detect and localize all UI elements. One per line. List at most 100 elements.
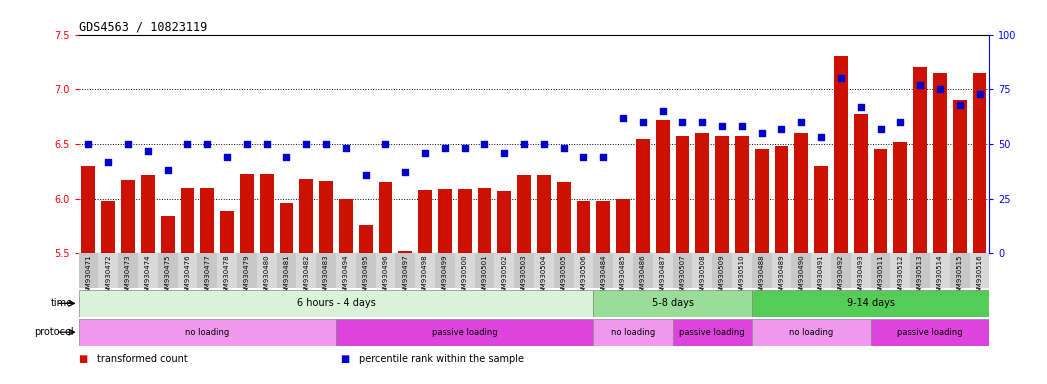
Text: passive loading: passive loading bbox=[897, 328, 963, 337]
Point bbox=[159, 167, 176, 173]
Bar bbox=[831, 253, 851, 288]
Text: GSM930475: GSM930475 bbox=[164, 255, 171, 297]
Text: no loading: no loading bbox=[185, 328, 229, 337]
Text: GSM930503: GSM930503 bbox=[521, 255, 527, 297]
Bar bbox=[102, 201, 115, 253]
Point bbox=[377, 141, 394, 147]
Bar bbox=[930, 253, 950, 288]
Point bbox=[793, 119, 809, 125]
Text: GSM930477: GSM930477 bbox=[204, 255, 210, 297]
Bar bbox=[257, 253, 276, 288]
Text: GSM930476: GSM930476 bbox=[184, 255, 191, 297]
Point bbox=[872, 126, 889, 132]
Text: GSM930513: GSM930513 bbox=[917, 255, 923, 297]
Point bbox=[516, 141, 533, 147]
Bar bbox=[890, 253, 910, 288]
Point bbox=[239, 141, 255, 147]
Text: transformed count: transformed count bbox=[97, 354, 188, 364]
Text: no loading: no loading bbox=[610, 328, 655, 337]
Bar bbox=[672, 253, 692, 288]
Point bbox=[634, 119, 651, 125]
Bar bbox=[316, 253, 336, 288]
Bar bbox=[178, 253, 197, 288]
Bar bbox=[970, 253, 989, 288]
Point bbox=[734, 123, 751, 129]
Text: GSM930509: GSM930509 bbox=[719, 255, 726, 297]
Bar bbox=[319, 181, 333, 253]
Bar bbox=[614, 253, 633, 288]
Text: GSM930480: GSM930480 bbox=[264, 255, 270, 297]
Bar bbox=[336, 253, 356, 288]
Bar bbox=[973, 73, 986, 253]
Bar bbox=[695, 133, 709, 253]
Bar bbox=[597, 201, 610, 253]
Point bbox=[259, 141, 275, 147]
Bar bbox=[98, 253, 118, 288]
Point bbox=[912, 82, 929, 88]
Point bbox=[932, 86, 949, 93]
Text: GSM930511: GSM930511 bbox=[877, 255, 884, 297]
Bar bbox=[554, 253, 574, 288]
Bar bbox=[871, 319, 989, 346]
Text: percentile rank within the sample: percentile rank within the sample bbox=[359, 354, 525, 364]
Text: GSM930502: GSM930502 bbox=[502, 255, 507, 297]
Bar bbox=[752, 319, 871, 346]
Bar bbox=[296, 253, 316, 288]
Point bbox=[575, 154, 592, 160]
Bar bbox=[339, 199, 353, 253]
Text: GSM930495: GSM930495 bbox=[362, 255, 369, 297]
Text: time: time bbox=[51, 298, 73, 308]
Bar bbox=[950, 253, 970, 288]
Bar bbox=[577, 201, 591, 253]
Bar bbox=[557, 182, 571, 253]
Bar bbox=[675, 136, 689, 253]
Bar bbox=[594, 290, 752, 317]
Text: GSM930506: GSM930506 bbox=[580, 255, 586, 297]
Bar bbox=[454, 253, 474, 288]
Text: protocol: protocol bbox=[34, 327, 73, 337]
Bar bbox=[735, 136, 749, 253]
Text: GSM930487: GSM930487 bbox=[660, 255, 666, 297]
Point bbox=[595, 154, 611, 160]
Bar bbox=[356, 253, 376, 288]
Text: no loading: no loading bbox=[789, 328, 833, 337]
Bar bbox=[82, 166, 95, 253]
Point bbox=[852, 104, 869, 110]
Bar bbox=[616, 199, 630, 253]
Point bbox=[832, 75, 849, 81]
Point bbox=[812, 134, 829, 141]
Text: GSM930510: GSM930510 bbox=[739, 255, 744, 297]
Bar bbox=[795, 133, 808, 253]
Text: GSM930500: GSM930500 bbox=[462, 255, 468, 297]
Text: GSM930497: GSM930497 bbox=[402, 255, 408, 297]
Bar bbox=[435, 253, 454, 288]
Bar bbox=[477, 188, 491, 253]
Bar bbox=[141, 175, 155, 253]
Point bbox=[417, 150, 433, 156]
Point bbox=[317, 141, 334, 147]
Text: GSM930515: GSM930515 bbox=[957, 255, 962, 297]
Bar bbox=[534, 253, 554, 288]
Bar bbox=[418, 190, 432, 253]
Point bbox=[80, 141, 96, 147]
Bar bbox=[276, 253, 296, 288]
Bar bbox=[537, 175, 551, 253]
Point bbox=[337, 145, 354, 151]
Point bbox=[397, 169, 414, 175]
Bar bbox=[873, 149, 888, 253]
Text: GSM930499: GSM930499 bbox=[442, 255, 448, 297]
Text: GSM930496: GSM930496 bbox=[382, 255, 388, 297]
Bar bbox=[138, 253, 158, 288]
Point bbox=[139, 147, 156, 154]
Point bbox=[773, 126, 789, 132]
Bar bbox=[811, 253, 831, 288]
Bar bbox=[217, 253, 237, 288]
Point bbox=[437, 145, 453, 151]
Point bbox=[753, 130, 770, 136]
Bar bbox=[180, 188, 195, 253]
Bar bbox=[220, 211, 233, 253]
Text: GSM930489: GSM930489 bbox=[779, 255, 784, 297]
Bar bbox=[497, 191, 511, 253]
Bar bbox=[953, 100, 966, 253]
Text: GSM930512: GSM930512 bbox=[897, 255, 904, 297]
